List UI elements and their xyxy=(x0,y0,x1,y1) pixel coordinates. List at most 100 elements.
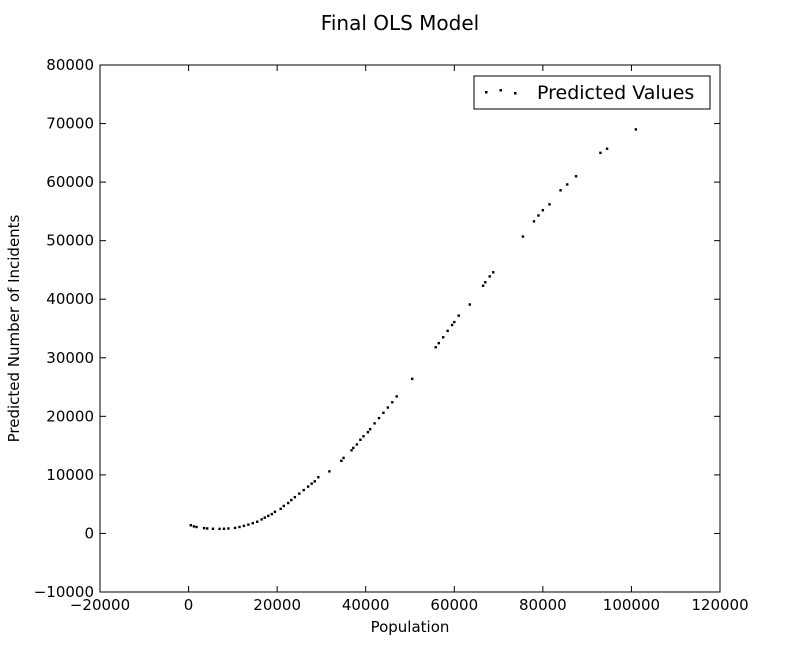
data-point xyxy=(317,476,320,479)
y-tick-label: 50000 xyxy=(46,232,94,250)
data-point xyxy=(192,525,196,528)
data-point xyxy=(492,271,495,274)
x-tick-label: 60000 xyxy=(430,596,478,614)
axis-ticks: −20000 0 20000 40000 60000 80000 100000 120000−… xyxy=(34,56,749,614)
data-point xyxy=(251,522,254,525)
data-point xyxy=(279,507,282,511)
x-tick-label: 0 xyxy=(184,596,194,614)
data-point xyxy=(634,128,638,131)
x-tick-label: −20000 xyxy=(70,596,130,614)
plot-area-frame xyxy=(99,64,721,593)
y-tick-label: 30000 xyxy=(46,349,94,367)
data-point xyxy=(247,523,250,526)
legend-marker xyxy=(485,91,488,94)
data-point xyxy=(202,526,206,530)
legend-label: Predicted Values xyxy=(537,82,694,104)
data-point xyxy=(298,492,301,495)
y-axis-label: Predicted Number of Incidents xyxy=(5,214,23,442)
data-point xyxy=(238,525,241,529)
chart-title: Final OLS Model xyxy=(321,11,479,35)
data-point xyxy=(263,516,266,519)
data-point xyxy=(273,510,277,513)
data-point xyxy=(222,527,226,530)
x-tick-label: 40000 xyxy=(342,596,390,614)
data-point xyxy=(437,341,440,345)
data-point xyxy=(342,456,345,460)
legend: Predicted Values xyxy=(473,75,711,110)
y-tick-label: −10000 xyxy=(34,583,94,601)
data-point xyxy=(355,443,359,446)
data-point xyxy=(306,485,310,488)
data-point xyxy=(391,401,394,404)
data-point xyxy=(368,428,372,431)
data-point xyxy=(395,395,398,398)
y-tick-label: 10000 xyxy=(46,466,94,484)
data-point xyxy=(270,512,274,516)
data-point xyxy=(434,346,437,349)
y-tick-label: 80000 xyxy=(46,56,94,74)
data-point xyxy=(468,303,471,306)
data-point xyxy=(310,482,313,485)
x-tick-label: 20000 xyxy=(253,596,301,614)
data-point xyxy=(189,524,192,527)
data-point xyxy=(302,488,305,492)
data-point xyxy=(352,446,355,450)
data-point xyxy=(481,284,485,287)
data-point xyxy=(488,275,491,278)
data-point xyxy=(566,183,569,186)
x-tick-label: 120000 xyxy=(691,596,748,614)
data-point xyxy=(377,416,381,420)
data-point xyxy=(328,470,331,473)
data-point xyxy=(267,514,270,518)
data-point xyxy=(521,235,525,238)
legend-marker xyxy=(514,92,517,95)
data-point xyxy=(541,209,545,212)
data-point xyxy=(290,498,293,502)
data-point xyxy=(340,459,343,463)
data-point xyxy=(453,320,456,324)
y-tick-label: 20000 xyxy=(46,407,94,425)
data-point xyxy=(359,438,362,441)
data-point xyxy=(282,504,285,508)
data-point xyxy=(605,147,609,150)
data-point xyxy=(362,435,365,438)
data-point xyxy=(446,329,449,333)
x-tick-label: 80000 xyxy=(519,596,567,614)
data-point xyxy=(218,527,221,531)
data-point xyxy=(373,422,376,425)
data-point xyxy=(484,281,487,284)
data-point xyxy=(260,518,263,521)
data-point xyxy=(233,526,237,530)
data-point xyxy=(293,495,297,499)
data-points xyxy=(189,128,638,531)
data-point xyxy=(450,323,454,327)
data-point xyxy=(195,525,198,529)
legend-marker xyxy=(499,89,502,92)
data-point xyxy=(256,520,259,523)
data-point xyxy=(205,527,209,530)
y-tick-label: 70000 xyxy=(46,115,94,133)
data-point xyxy=(242,524,246,528)
data-point xyxy=(211,527,215,530)
x-axis-label: Population xyxy=(371,618,450,636)
data-point xyxy=(287,501,290,505)
y-tick-label: 0 xyxy=(84,524,94,542)
data-point xyxy=(559,189,562,192)
data-point xyxy=(313,480,316,483)
x-tick-label: 100000 xyxy=(603,596,660,614)
data-point xyxy=(548,203,551,206)
data-point xyxy=(532,220,536,223)
data-point xyxy=(227,527,230,530)
y-tick-label: 40000 xyxy=(46,290,94,308)
data-point xyxy=(411,377,414,381)
y-tick-label: 60000 xyxy=(46,173,94,191)
data-point xyxy=(442,336,445,339)
data-point xyxy=(382,411,385,415)
data-point xyxy=(599,151,602,155)
data-point xyxy=(574,175,578,178)
data-point xyxy=(457,314,460,317)
data-point xyxy=(366,430,370,434)
data-point xyxy=(537,214,540,217)
legend-frame xyxy=(473,75,711,110)
